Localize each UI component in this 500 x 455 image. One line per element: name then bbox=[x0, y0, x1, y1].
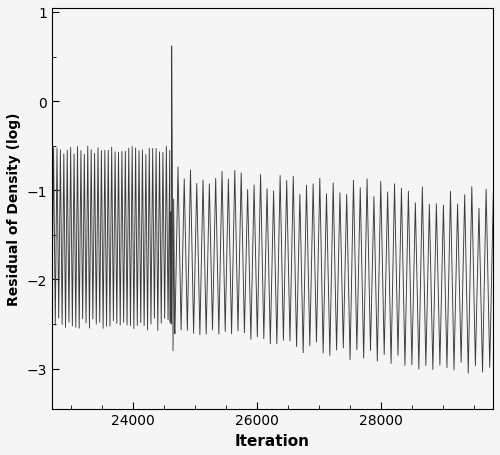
Y-axis label: Residual of Density (log): Residual of Density (log) bbox=[7, 112, 21, 305]
X-axis label: Iteration: Iteration bbox=[235, 433, 310, 448]
